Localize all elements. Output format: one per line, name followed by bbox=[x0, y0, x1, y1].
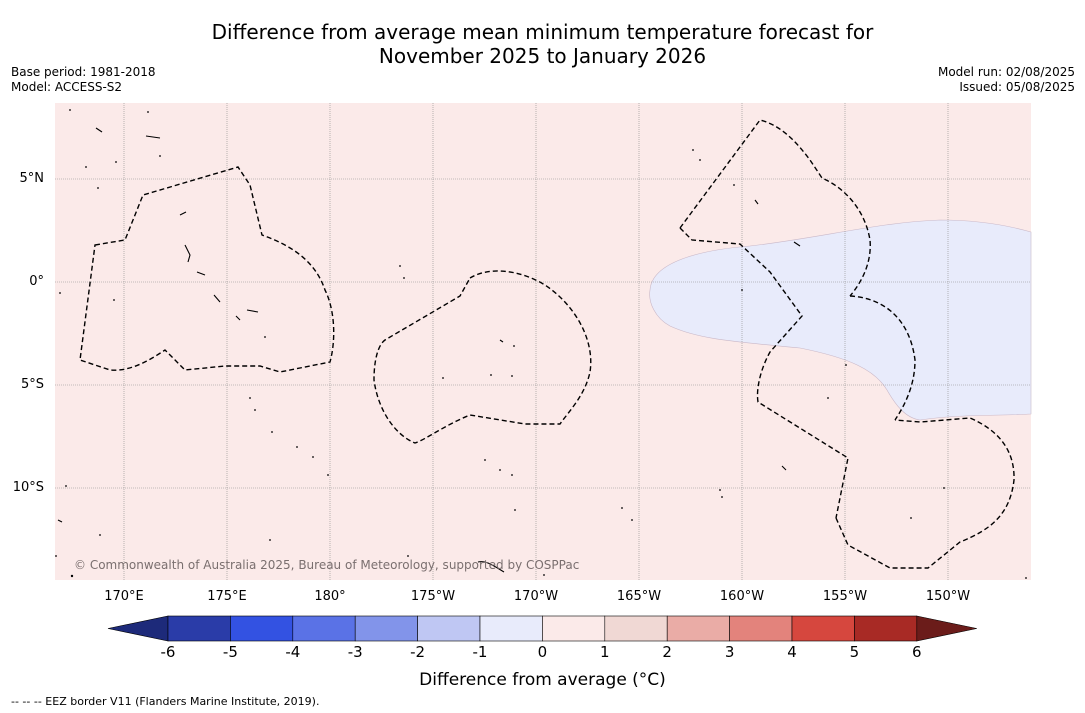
title-line-1: Difference from average mean minimum tem… bbox=[211, 20, 874, 44]
colorbar-tick-label: 1 bbox=[600, 643, 610, 661]
eez-borders bbox=[79, 119, 1015, 569]
colorbar-tick-label: 2 bbox=[662, 643, 672, 661]
island bbox=[499, 339, 504, 343]
colorbar-swatch bbox=[604, 615, 668, 642]
colorbar-tick-label: 6 bbox=[912, 643, 922, 661]
lat-label-10s: 10°S bbox=[12, 480, 44, 495]
island bbox=[184, 244, 191, 263]
model-name: Model: ACCESS-S2 bbox=[11, 80, 123, 94]
meta-left: Base period: 1981-2018 Model: ACCESS-S2 bbox=[11, 65, 156, 95]
island bbox=[246, 309, 259, 313]
island bbox=[213, 294, 221, 303]
island bbox=[145, 135, 161, 139]
lat-label-5s: 5°S bbox=[20, 377, 44, 392]
negative-anomaly-region bbox=[649, 219, 1032, 421]
colorbar-extend-high bbox=[916, 615, 977, 642]
issued-date: Issued: 05/08/2025 bbox=[959, 80, 1075, 94]
colorbar-tick-label: -4 bbox=[285, 643, 301, 661]
model-run: Model run: 02/08/2025 bbox=[937, 65, 1075, 79]
lon-label-170w: 170°W bbox=[513, 589, 559, 604]
colorbar-tick-label: -1 bbox=[472, 643, 488, 661]
meta-right: Model run: 02/08/2025 Issued: 05/08/2025 bbox=[938, 65, 1075, 95]
island bbox=[793, 241, 801, 247]
lon-label-155w: 155°W bbox=[822, 589, 868, 604]
colorbar-swatch bbox=[479, 615, 543, 642]
island bbox=[754, 199, 759, 205]
colorbar-swatch bbox=[729, 615, 793, 642]
island bbox=[179, 211, 187, 216]
colorbar-tick-label: -3 bbox=[347, 643, 363, 661]
colorbar-tick-label: 3 bbox=[724, 643, 735, 661]
colorbar-swatch bbox=[791, 615, 855, 642]
lon-label-170e: 170°E bbox=[104, 589, 144, 604]
colorbar-swatch bbox=[292, 615, 356, 642]
colorbar-tick-label: -5 bbox=[222, 643, 238, 661]
colorbar-swatch bbox=[417, 615, 481, 642]
copyright-notice: © Commonwealth of Australia 2025, Bureau… bbox=[74, 558, 580, 572]
lat-label-5n: 5°N bbox=[19, 171, 45, 186]
colorbar-swatch bbox=[542, 615, 606, 642]
lon-label-175w: 175°W bbox=[410, 589, 456, 604]
colorbar bbox=[107, 615, 977, 642]
eez-line-south bbox=[849, 295, 916, 421]
island bbox=[235, 315, 241, 321]
colorbar-tick-label: -6 bbox=[160, 643, 176, 661]
colorbar-swatch bbox=[666, 615, 730, 642]
colorbar-swatch bbox=[354, 615, 418, 642]
island bbox=[95, 127, 103, 133]
eez-south-region bbox=[835, 417, 1015, 569]
island bbox=[477, 561, 505, 573]
colorbar-tick-label: 0 bbox=[537, 643, 548, 661]
gridlines bbox=[55, 103, 1031, 580]
colorbar-swatch bbox=[167, 615, 231, 642]
colorbar-label: Difference from average (°C) bbox=[419, 670, 666, 690]
colorbar-swatch bbox=[854, 615, 918, 642]
base-period: Base period: 1981-2018 bbox=[11, 65, 156, 79]
eez-phoenix-boundary bbox=[679, 227, 849, 519]
colorbar-swatch bbox=[230, 615, 294, 642]
lon-label-150w: 150°W bbox=[925, 589, 971, 604]
colorbar-tick-label: -2 bbox=[410, 643, 426, 661]
colorbar-extend-low bbox=[107, 615, 169, 642]
eez-marshall-kiribati bbox=[79, 166, 335, 373]
lon-label-175e: 175°E bbox=[207, 589, 247, 604]
lat-label-0: 0° bbox=[29, 274, 44, 289]
island-outlines bbox=[57, 127, 801, 573]
eez-line-islands bbox=[679, 119, 871, 297]
colorbar-tick-label: 4 bbox=[787, 643, 797, 661]
lon-label-160w: 160°W bbox=[719, 589, 765, 604]
title-line-2: November 2025 to January 2026 bbox=[378, 44, 707, 68]
small-islands bbox=[55, 109, 1027, 579]
eez-legend: -- -- -- EEZ border V11 (Flanders Marine… bbox=[11, 695, 320, 708]
eez-gilbert-islands bbox=[373, 270, 592, 444]
map-title: Difference from average mean minimum tem… bbox=[0, 20, 1085, 68]
lon-label-165w: 165°W bbox=[616, 589, 662, 604]
island bbox=[57, 519, 63, 523]
lon-label-180: 180° bbox=[314, 589, 346, 604]
colorbar-tick-label: 5 bbox=[849, 643, 860, 661]
island bbox=[781, 465, 787, 471]
island bbox=[196, 271, 206, 276]
